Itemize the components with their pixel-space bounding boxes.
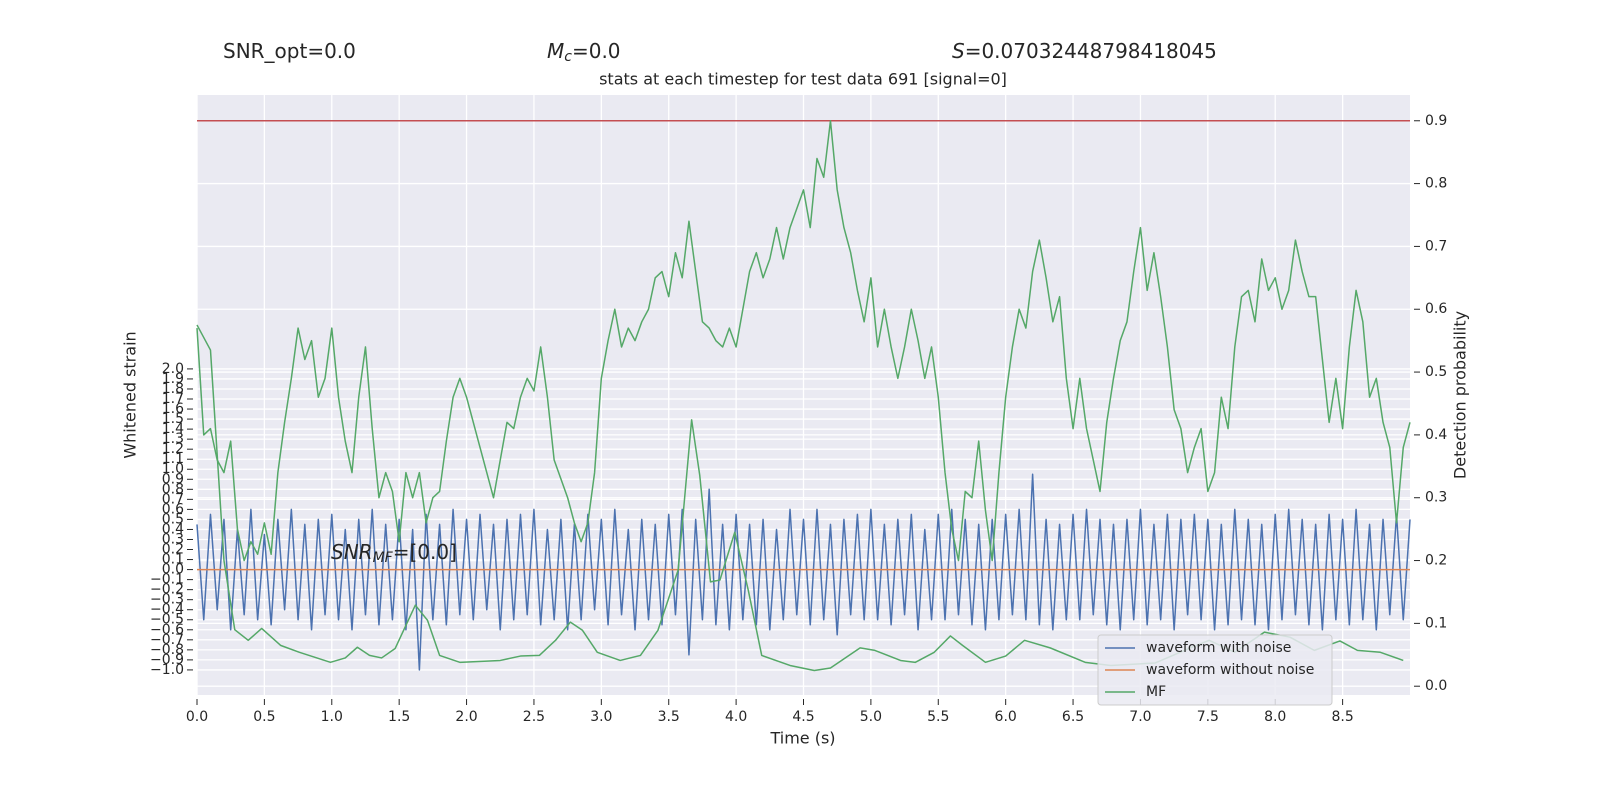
y2-tick-label: 0.8: [1425, 176, 1447, 192]
x-tick-label: 8.0: [1264, 709, 1286, 725]
x-tick-label: 2.0: [455, 709, 477, 725]
y-tick-label: −0.2: [150, 582, 184, 598]
y-tick-label: −0.3: [150, 592, 184, 608]
y-tick-label: 1.4: [162, 421, 184, 437]
y2-tick-label: 0.9: [1425, 113, 1447, 129]
y-tick-label: −0.8: [150, 642, 184, 658]
x-tick-label: 6.5: [1062, 709, 1084, 725]
x-tick-label: 0.0: [186, 709, 208, 725]
x-tick-label: 1.5: [388, 709, 410, 725]
y-tick-label: 1.3: [162, 431, 184, 447]
x-tick-label: 0.5: [253, 709, 275, 725]
y-tick-label: 1.2: [162, 441, 184, 457]
x-tick-label: 1.0: [321, 709, 343, 725]
y-tick-label: 0.5: [162, 511, 184, 527]
y2-tick-label: 0.3: [1425, 490, 1447, 506]
y-tick-label: 0.1: [162, 552, 184, 568]
series-line: [196, 473, 1411, 671]
y-tick-label: −0.9: [150, 652, 184, 668]
annotation-symbol: M: [547, 39, 564, 63]
y-tick-label: 0.7: [162, 491, 184, 507]
y-tick-label: 1.9: [162, 371, 184, 387]
y-tick-label: 0.0: [162, 562, 184, 578]
y-tick-label: 1.7: [162, 391, 184, 407]
y-tick-label: 0.4: [162, 521, 184, 537]
y-tick-label: 0.3: [162, 531, 184, 547]
x-tick-label: 5.0: [860, 709, 882, 725]
x-tick-label: 6.0: [995, 709, 1017, 725]
x-tick-label: 4.5: [792, 709, 814, 725]
annotation-text: =0.0: [572, 39, 621, 63]
y-tick-label: −0.5: [150, 612, 184, 628]
x-tick-label: 3.0: [590, 709, 612, 725]
y-tick-label: −1.0: [150, 662, 184, 678]
annotation: Mc=0.0: [547, 39, 621, 66]
series-line: [196, 120, 1411, 562]
legend-label: MF: [1146, 684, 1166, 700]
y-tick-label: −0.7: [150, 632, 184, 648]
annotation-symbol: SNR: [331, 540, 373, 564]
y2-tick-label: 0.0: [1425, 678, 1447, 694]
annotation: SNRMF=[0.0]: [331, 540, 457, 567]
y2-tick-label: 0.5: [1425, 364, 1447, 380]
x-tick-label: 2.5: [523, 709, 545, 725]
legend-label: waveform with noise: [1146, 640, 1291, 656]
x-axis-label: Time (s): [769, 729, 835, 748]
y-tick-label: 1.5: [162, 411, 184, 427]
x-tick-label: 4.0: [725, 709, 747, 725]
annotation-symbol: S: [952, 39, 965, 63]
chart-title: stats at each timestep for test data 691…: [599, 70, 1007, 89]
y-tick-label: 1.1: [162, 451, 184, 467]
y2-tick-label: 0.1: [1425, 615, 1447, 631]
annotation: S=0.07032448798418045: [952, 39, 1217, 63]
y2-tick-label: 0.4: [1425, 427, 1447, 443]
legend-box: [1097, 634, 1333, 706]
annotation-subscript: MF: [373, 550, 394, 566]
y2-tick-label: 0.2: [1425, 553, 1447, 569]
y-tick-label: −0.1: [150, 572, 184, 588]
x-tick-label: 3.5: [658, 709, 680, 725]
y-tick-label: 1.6: [162, 401, 184, 417]
y-tick-label: 0.2: [162, 542, 184, 558]
annotation: SNR_opt=0.0: [223, 39, 356, 63]
y2-tick-label: 0.7: [1425, 238, 1447, 254]
annotation-text: =[0.0]: [393, 540, 457, 564]
y2-axis-label: Detection probability: [1451, 311, 1470, 479]
x-tick-label: 5.5: [927, 709, 949, 725]
y-axis-label: Whitened strain: [121, 331, 140, 458]
y-tick-label: 2.0: [162, 361, 184, 377]
legend-label: waveform without noise: [1146, 662, 1314, 678]
y-tick-label: −0.4: [150, 602, 184, 618]
x-tick-label: 8.5: [1331, 709, 1353, 725]
annotation-subscript: c: [564, 49, 572, 65]
annotation-text: =0.07032448798418045: [965, 39, 1217, 63]
legend: waveform with noise waveform without nois…: [1097, 634, 1333, 706]
y-tick-label: 1.0: [162, 461, 184, 477]
y-tick-label: 0.9: [162, 471, 184, 487]
annotation-text: SNR_opt=0.0: [223, 39, 356, 63]
y-tick-label: 0.6: [162, 501, 184, 517]
x-tick-label: 7.5: [1197, 709, 1219, 725]
y-tick-label: 0.8: [162, 481, 184, 497]
y2-tick-label: 0.6: [1425, 301, 1447, 317]
x-tick-label: 7.0: [1129, 709, 1151, 725]
y-tick-label: 1.8: [162, 381, 184, 397]
y-tick-label: −0.6: [150, 622, 184, 638]
